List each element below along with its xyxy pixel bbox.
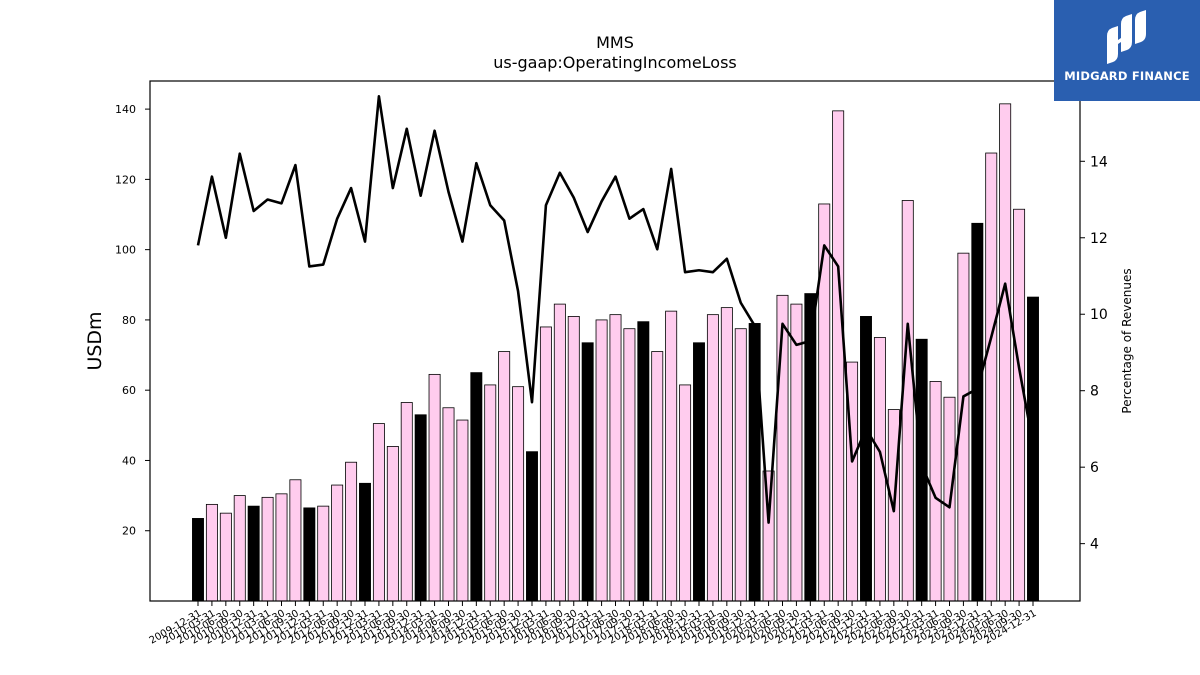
bar-2013-03-31 [372,423,385,602]
y2-tick-label-8: 8 [1090,384,1099,400]
y-axis-label: USDm [84,311,106,370]
bar-2016-09-30 [567,316,580,602]
bar-2017-12-31 [637,321,650,602]
bar-2021-12-31 [860,316,872,602]
bar-2020-03-31 [762,470,775,602]
bar-2013-09-30 [400,402,413,602]
bar-2024-06-30 [999,103,1012,602]
bar-2019-03-31 [706,314,719,602]
bar-2011-03-31 [261,496,274,602]
bar-2012-12-31 [359,482,371,602]
percentage-line [196,94,1035,524]
y2-tick-label-4: 4 [1090,537,1099,553]
bar-2013-06-30 [386,446,399,602]
bar-2014-06-30 [442,407,455,602]
bar-2012-09-30 [345,461,358,602]
x-axis-ticks: 2009-12-312010-03-312010-06-302010-09-30… [148,601,1039,647]
bar-2019-09-30 [734,328,747,602]
bar-2010-06-30 [219,512,232,602]
bar-2024-09-30 [1013,208,1026,602]
bar-2015-06-30 [498,351,511,602]
bar-2015-09-30 [512,386,525,602]
bar-2014-03-31 [428,373,441,602]
bar-2014-12-31 [470,372,483,602]
bar-2017-03-31 [595,319,608,602]
bar-2018-06-30 [665,310,678,602]
bar-2016-03-31 [539,326,552,602]
y2-tick-label-6: 6 [1090,460,1099,476]
midgard-logo-icon [1107,10,1146,64]
y-tick-label-140: 140 [115,103,136,116]
logo-text: MIDGARD FINANCE [1064,69,1190,83]
bar-2011-12-31 [303,507,316,602]
plot-frame [149,80,1081,602]
bar-2023-12-31 [971,222,984,602]
chart-title: MMS [596,33,634,52]
bar-2024-03-31 [985,152,998,602]
bar-2024-12-31 [1027,296,1039,602]
bar-2015-12-31 [526,451,538,602]
bar-2022-12-31 [915,338,928,602]
percentage-line-series [196,94,1035,524]
bar-2020-09-30 [790,303,803,602]
y-tick-label-80: 80 [122,314,136,327]
bar-2016-06-30 [553,303,566,602]
y2-tick-label-10: 10 [1090,307,1108,323]
y2-axis-label: Percentage of Revenues [1120,268,1134,413]
bar-2018-12-31 [693,342,705,602]
bar-2018-09-30 [679,384,692,602]
y-tick-label-60: 60 [122,384,136,397]
bar-2010-09-30 [233,495,246,602]
y-tick-label-20: 20 [122,525,136,538]
bar-2016-12-31 [581,342,594,602]
bar-2019-06-30 [720,307,733,602]
y2-tick-label-12: 12 [1090,231,1108,247]
y2-axis-ticks: 4 6 8 10 12 14 [1080,154,1108,553]
bar-2011-06-30 [275,493,288,602]
bar-2017-06-30 [609,314,622,602]
y2-tick-label-14: 14 [1090,154,1108,170]
bar-2015-03-31 [484,384,497,602]
midgard-finance-logo: MIDGARD FINANCE [1054,0,1200,101]
bar-2009-12-31 [192,518,204,602]
bar-2013-12-31 [414,414,427,602]
y-tick-label-40: 40 [122,454,136,467]
bar-2010-03-31 [205,503,218,602]
bar-2012-03-31 [317,505,330,602]
bar-2017-09-30 [623,328,636,602]
chart-subtitle: us-gaap:OperatingIncomeLoss [493,53,737,72]
y-axis-ticks: 20 40 60 80 100 120 140 [115,103,150,538]
y-tick-label-100: 100 [115,244,136,257]
bar-2018-03-31 [651,351,664,602]
bar-2010-12-31 [247,505,260,602]
bar-2012-06-30 [331,484,344,602]
y-tick-label-120: 120 [115,173,136,186]
bar-2014-09-30 [456,419,469,602]
bar-2011-09-30 [289,479,302,602]
bar-2022-09-30 [901,200,914,602]
bar-2021-06-30 [832,110,845,602]
